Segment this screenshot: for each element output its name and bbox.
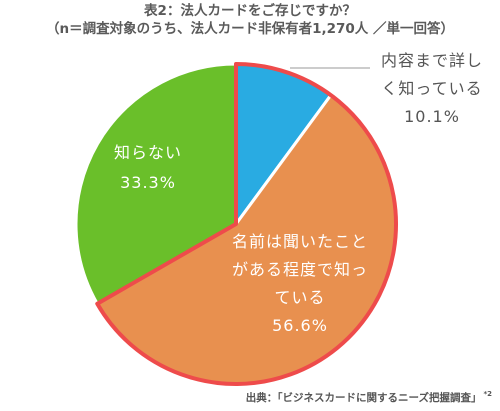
slice-1-category-label: 内容まで詳し <box>381 51 483 70</box>
source-text: 出典：「ビジネスカードに関するニーズ把握調査」 <box>245 392 482 404</box>
chart-title-line2: （n＝調査対象のうち、法人カード非保有者1,270人 ／単一回答） <box>45 21 454 37</box>
slice-3-category-label: 知らない <box>114 143 182 162</box>
slice-2-category-label: 名前は聞いたこと <box>232 232 368 251</box>
source-footnote-mark: *2 <box>483 390 492 398</box>
slice-1-value-label: 10.1% <box>404 107 460 126</box>
slice-2-value-label: 56.6% <box>272 316 328 335</box>
slice-1-category-label: く知っている <box>381 79 482 98</box>
slice-2-category-label: ている <box>274 288 325 307</box>
slice-2-category-label: がある程度で知っ <box>232 260 368 279</box>
chart-title: 表2：法人カードをご存じですか？ （n＝調査対象のうち、法人カード非保有者1,2… <box>0 2 500 38</box>
source-note: 出典：「ビジネスカードに関するニーズ把握調査」 *2 <box>246 390 492 405</box>
pie-slice-3 <box>74 62 238 306</box>
highlight-outline <box>95 62 398 386</box>
pie-slices <box>74 62 398 386</box>
chart-title-line1: 表2：法人カードをご存じですか？ <box>144 3 356 19</box>
slice-3-value-label: 33.3% <box>120 173 176 192</box>
